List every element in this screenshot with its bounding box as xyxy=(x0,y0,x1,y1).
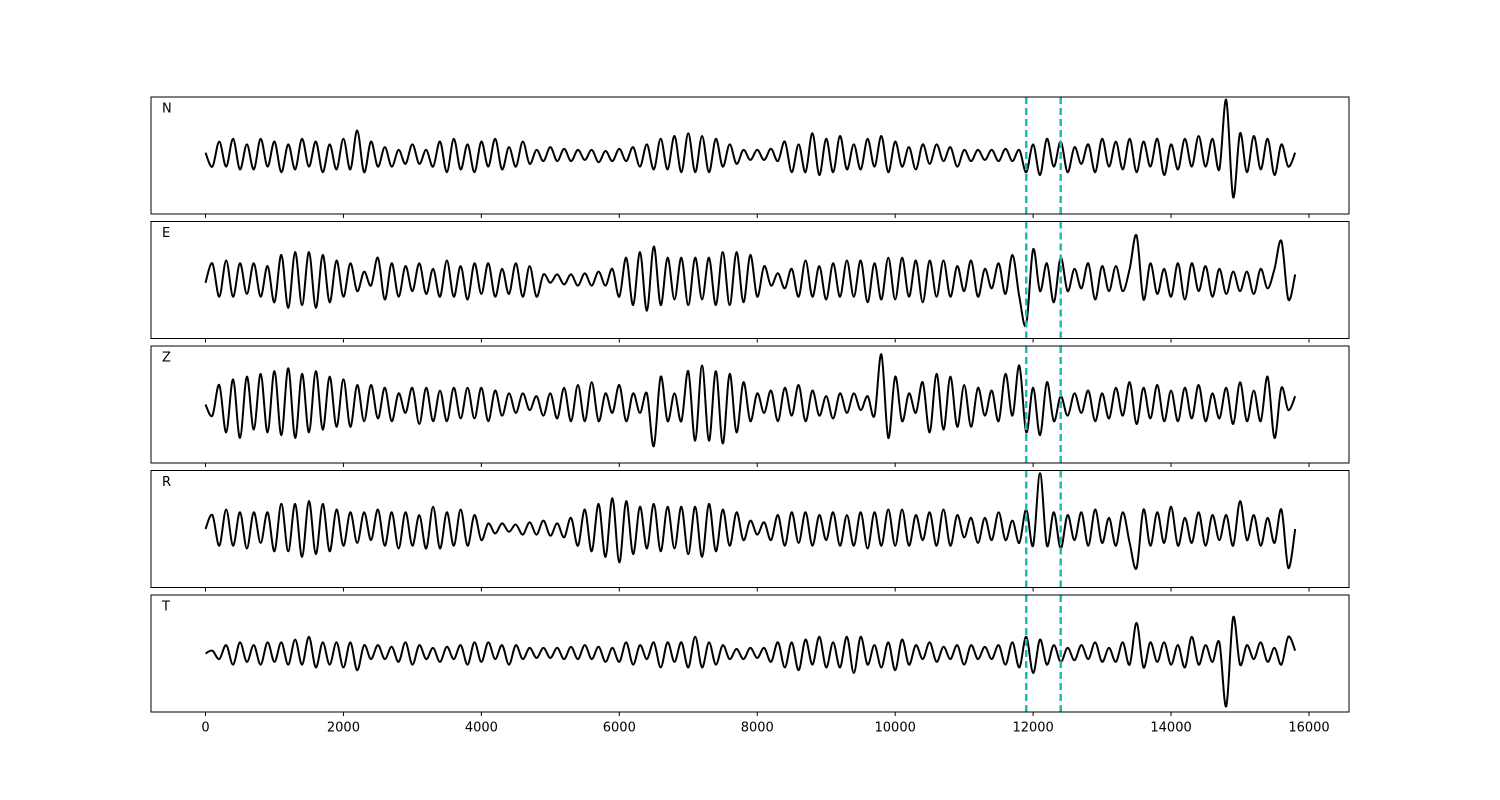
panel-label: Z xyxy=(162,351,171,366)
panel-plot xyxy=(204,346,1297,463)
trace xyxy=(204,98,1297,199)
panel: R xyxy=(150,470,1350,592)
x-tick-label: 4000 xyxy=(465,721,498,736)
panel-frame xyxy=(150,221,1350,339)
panel-label: N xyxy=(162,102,172,117)
x-tick-label: 10000 xyxy=(875,721,916,736)
x-tick-label: 0 xyxy=(201,721,209,736)
panel-plot xyxy=(205,595,1297,712)
panel-label: E xyxy=(162,226,170,241)
x-tick-label: 16000 xyxy=(1288,721,1329,736)
trace xyxy=(205,616,1297,708)
x-tick-label: 2000 xyxy=(327,721,360,736)
panel: N xyxy=(150,96,1350,218)
panel: Z xyxy=(150,345,1350,467)
panel-label: T xyxy=(161,600,170,615)
trace xyxy=(204,234,1297,328)
panel-plot xyxy=(204,221,1297,339)
panel-plot xyxy=(204,97,1297,214)
panel-frame xyxy=(150,345,1350,464)
x-tick-label: 6000 xyxy=(603,721,636,736)
panel-frame xyxy=(150,470,1350,588)
panel-frame xyxy=(150,96,1350,215)
panel: E xyxy=(150,221,1350,343)
x-tick-label: 12000 xyxy=(1012,721,1053,736)
panel: T 0 2000 4000 6000 8000 10000 12000 14000 16000 xyxy=(150,594,1350,736)
panel-frame xyxy=(150,594,1350,713)
x-tick-label: 8000 xyxy=(741,721,774,736)
trace xyxy=(204,353,1297,448)
trace xyxy=(204,472,1297,570)
x-tick-label: 14000 xyxy=(1150,721,1191,736)
panel-label: R xyxy=(162,475,171,490)
panel-plot xyxy=(204,470,1297,588)
